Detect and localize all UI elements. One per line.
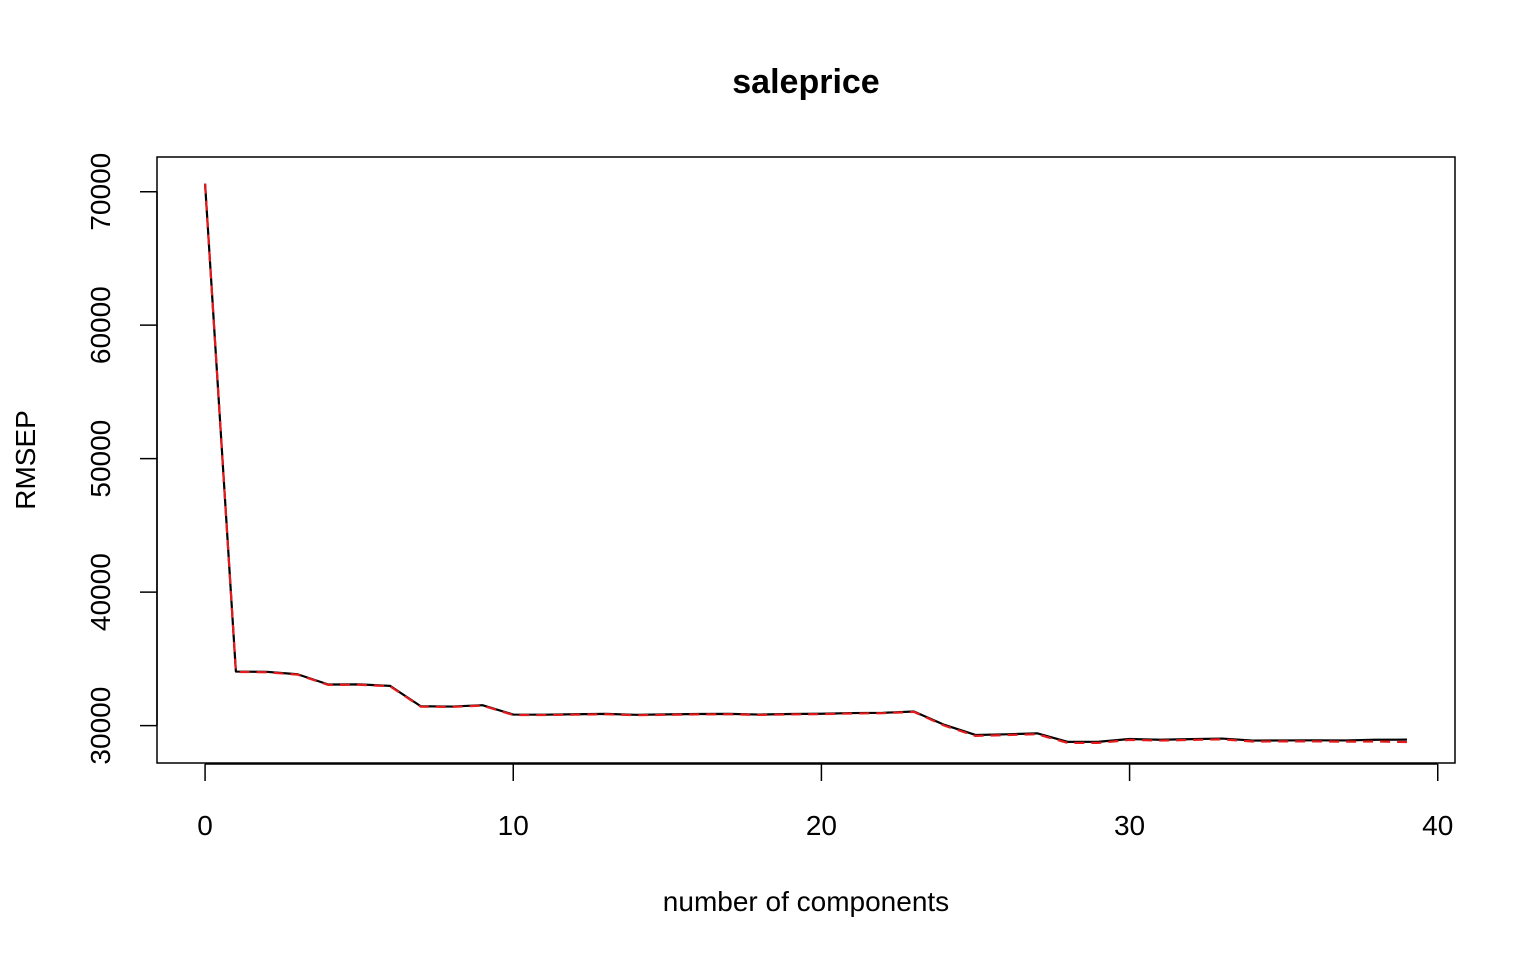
x-tick-label: 20 [806, 810, 837, 841]
y-axis-label: RMSEP [10, 410, 41, 510]
chart-title: saleprice [732, 63, 879, 101]
y-tick-label: 50000 [85, 420, 116, 498]
x-tick-label: 30 [1114, 810, 1145, 841]
y-axis: 30000 40000 50000 60000 70000 [85, 153, 158, 765]
y-tick-label: 40000 [85, 553, 116, 631]
series-line-1 [203, 183, 1407, 744]
x-axis: 0 10 20 30 40 [197, 763, 1453, 841]
series-layer [203, 183, 1407, 745]
y-tick-label: 70000 [85, 153, 116, 231]
y-tick-label: 60000 [85, 286, 116, 364]
x-tick-label: 10 [498, 810, 529, 841]
x-tick-label: 40 [1422, 810, 1453, 841]
plot-frame [156, 156, 1456, 764]
x-axis-label: number of components [663, 886, 949, 917]
series-line-2 [203, 183, 1407, 745]
y-tick-label: 30000 [85, 687, 116, 765]
x-tick-label: 0 [197, 810, 213, 841]
